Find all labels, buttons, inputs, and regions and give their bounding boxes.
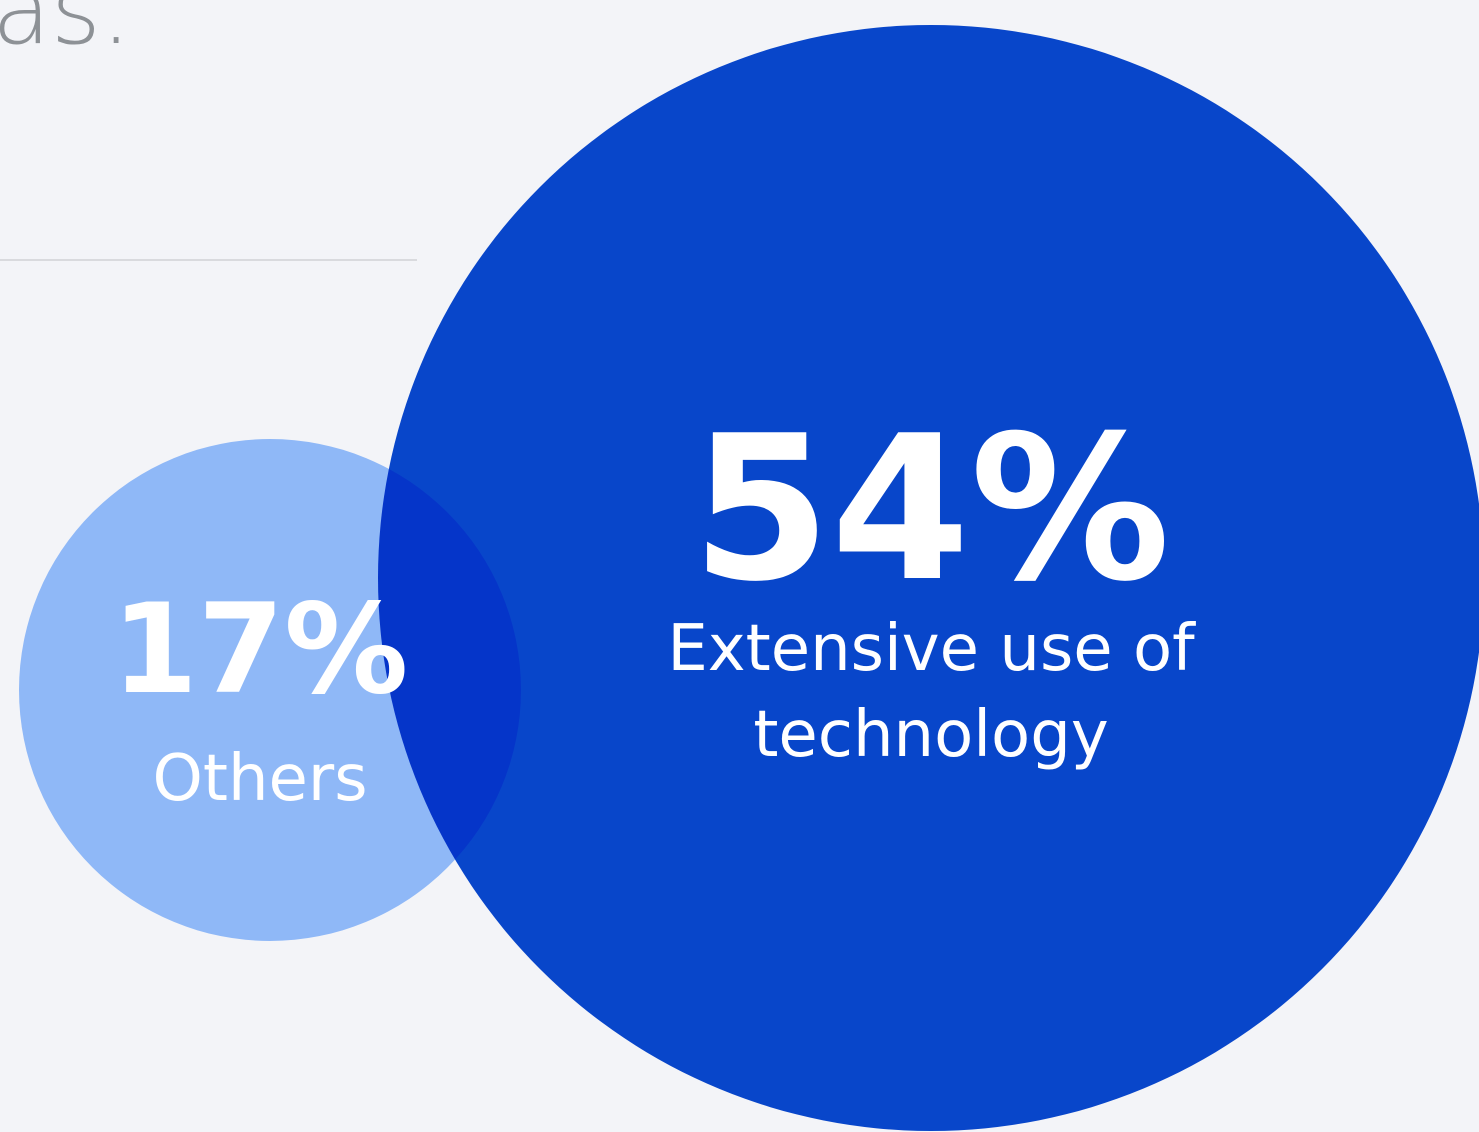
heading-text-fragment: as. [0, 0, 132, 66]
bubble-category-label: technology [753, 698, 1108, 772]
divider-line [0, 259, 417, 261]
bubble-value-label-others: 17% [112, 578, 409, 722]
bubble-extensive-use [378, 25, 1479, 1131]
bubble-category-label: Others [152, 742, 367, 816]
bubble-category-label: Extensive use of [667, 612, 1196, 686]
bubble-value-label-extensive-use: 54% [692, 393, 1171, 626]
